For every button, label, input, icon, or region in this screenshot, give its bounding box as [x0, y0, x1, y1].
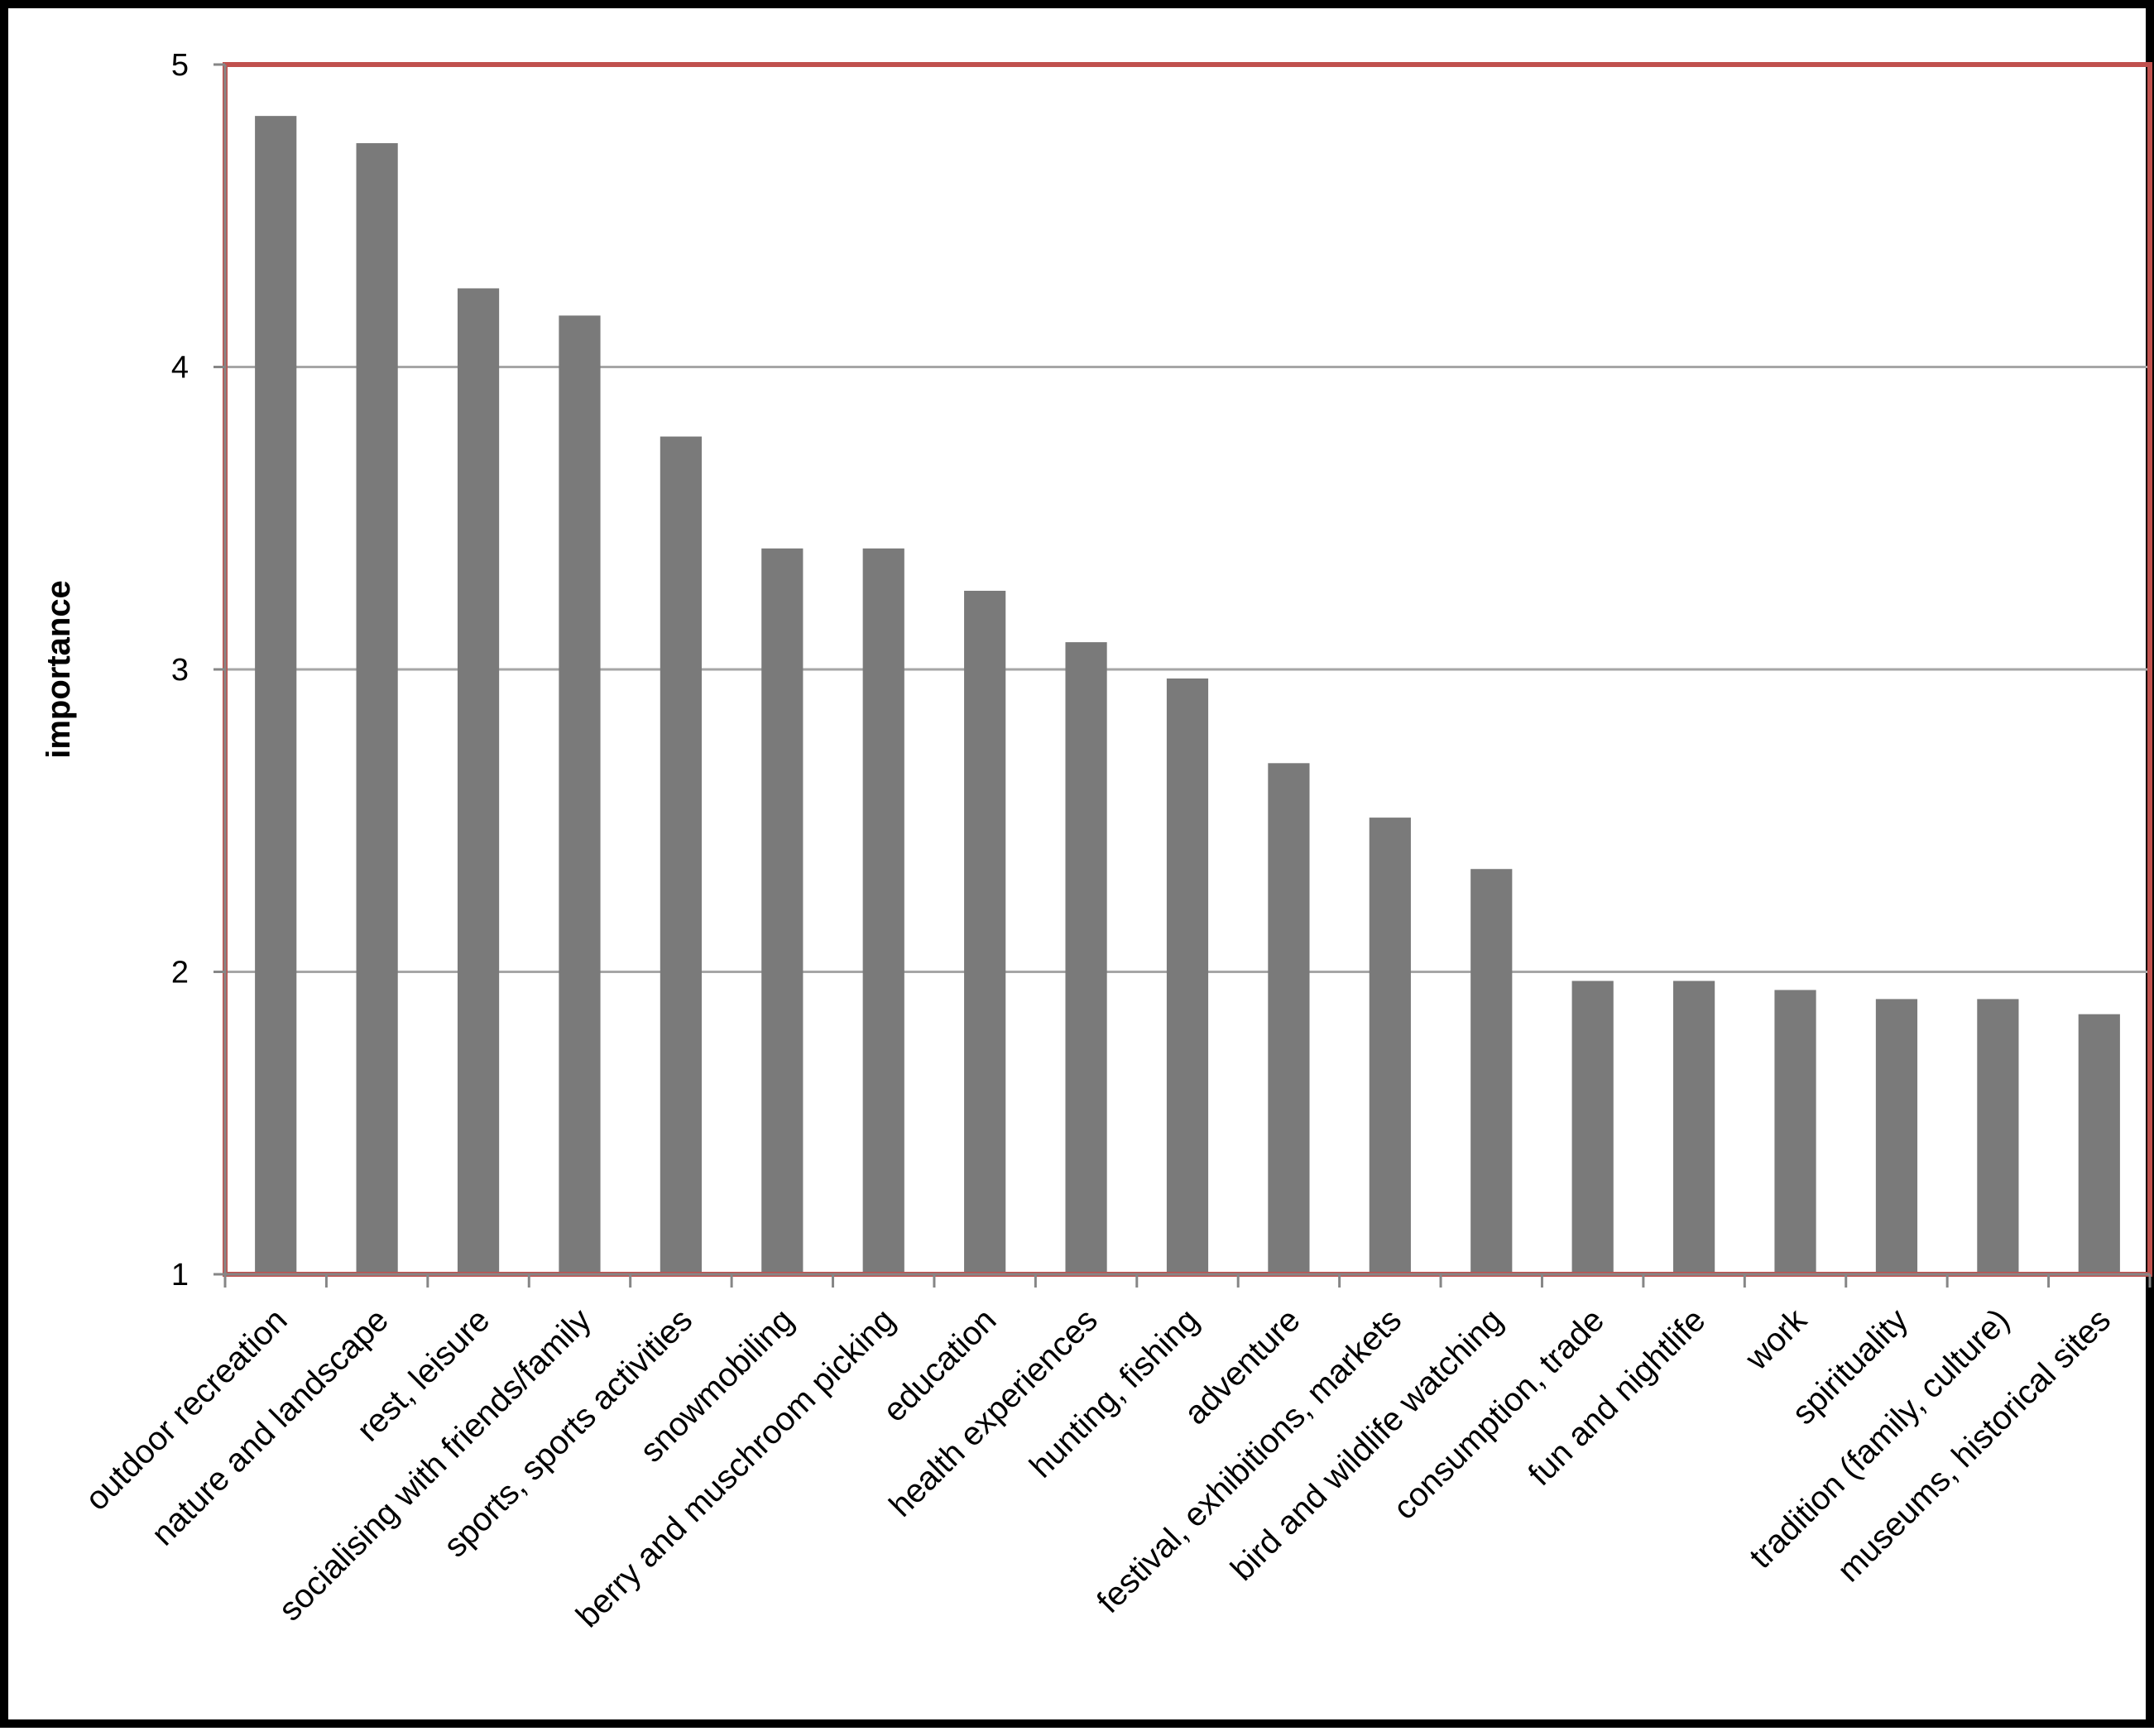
bar-9 [1166, 678, 1209, 1274]
bar-2 [457, 288, 500, 1275]
bars [255, 116, 2120, 1275]
bar-17 [1977, 999, 2019, 1274]
x-tick-label-15: work [1738, 1302, 1814, 1378]
bar-15 [1774, 990, 1816, 1274]
bar-0 [255, 116, 297, 1274]
bar-7 [964, 590, 1006, 1274]
bar-5 [761, 548, 804, 1274]
bar-3 [559, 315, 601, 1274]
bar-14 [1673, 981, 1715, 1274]
y-tick-labels: 1 2 3 4 5 [171, 48, 189, 1292]
bar-13 [1571, 981, 1614, 1274]
bar-6 [862, 548, 904, 1274]
x-tick-label-9: hunting, fishing [1023, 1302, 1206, 1484]
y-tick-label: 4 [171, 351, 189, 386]
bar-12 [1470, 869, 1513, 1274]
bar-1 [356, 143, 398, 1274]
y-tick-label: 3 [171, 653, 189, 688]
bar-11 [1369, 818, 1411, 1274]
x-tick-label-14: fun and nightlife [1522, 1302, 1713, 1493]
bar-16 [1875, 999, 1918, 1274]
y-tick-label: 5 [171, 48, 189, 83]
axes [213, 63, 2152, 1288]
y-tick-label: 1 [171, 1258, 189, 1292]
y-tick-label: 2 [171, 956, 189, 990]
bar-8 [1065, 642, 1107, 1274]
bar-4 [660, 436, 702, 1274]
y-axis-title: importance [41, 580, 77, 759]
bar-18 [2078, 1014, 2120, 1274]
bar-10 [1268, 763, 1310, 1274]
